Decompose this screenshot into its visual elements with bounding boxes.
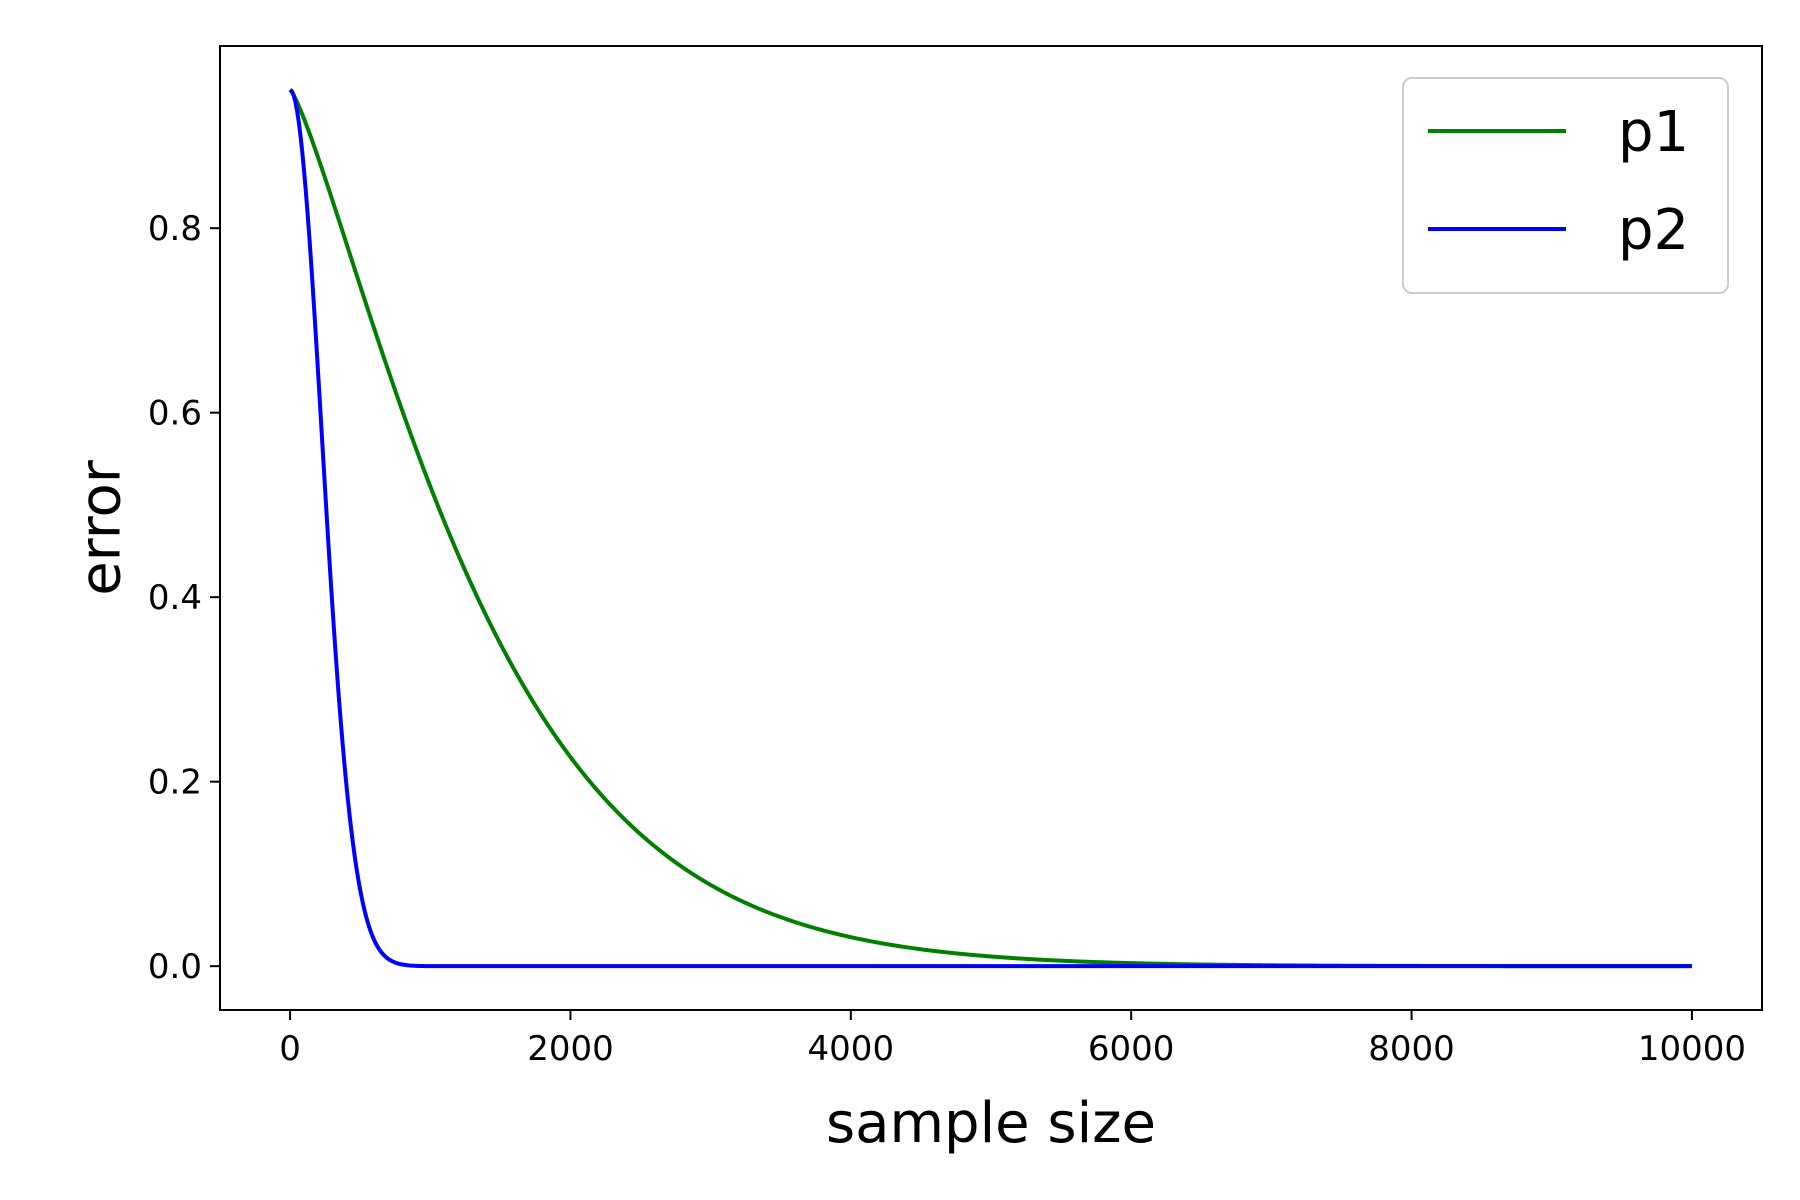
- x-axis-title: sample size: [826, 1091, 1156, 1156]
- x-tick-label: 8000: [1368, 1029, 1455, 1069]
- y-tick-label: 0.4: [148, 578, 202, 618]
- legend-label-p2: p2: [1618, 198, 1689, 263]
- y-axis: 0.0 0.2 0.4 0.6 0.8: [148, 209, 220, 987]
- x-tick-label: 4000: [808, 1029, 895, 1069]
- x-axis: 0 2000 4000 6000 8000 10000: [279, 1010, 1746, 1069]
- series-p2-line: [288, 88, 1692, 969]
- y-tick-label: 0.0: [148, 947, 202, 987]
- y-tick-label: 0.8: [148, 209, 202, 249]
- plot-frame: [219, 45, 1763, 1011]
- legend: p1 p2: [1402, 77, 1729, 294]
- x-tick-label: 0: [279, 1029, 301, 1069]
- legend-label-p1: p1: [1618, 100, 1689, 165]
- y-axis-title: error: [69, 459, 134, 596]
- x-tick-label: 6000: [1088, 1029, 1175, 1069]
- y-tick-label: 0.6: [148, 394, 202, 434]
- y-tick-label: 0.2: [148, 763, 202, 803]
- x-tick-label: 2000: [527, 1029, 614, 1069]
- series-layer: [288, 88, 1692, 969]
- x-tick-label: 10000: [1638, 1029, 1746, 1069]
